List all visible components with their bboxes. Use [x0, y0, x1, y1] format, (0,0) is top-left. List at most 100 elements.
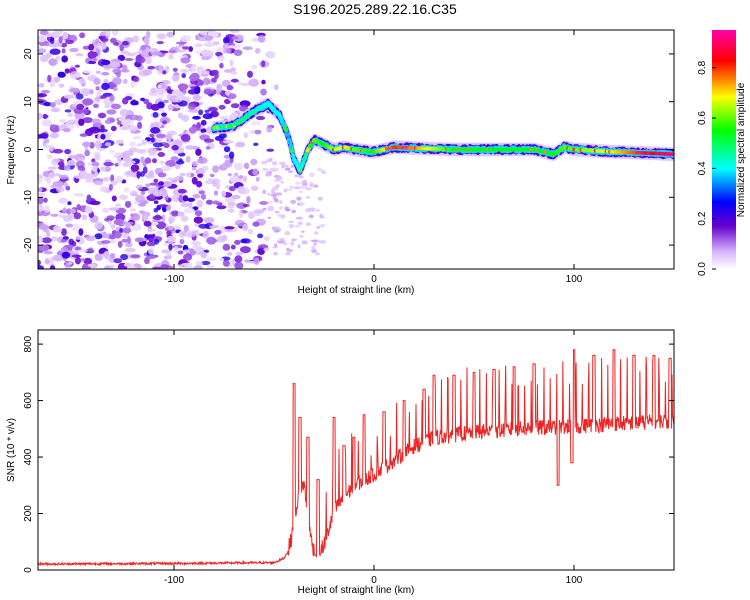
noise-blob	[101, 207, 110, 213]
noise-blob	[242, 175, 248, 183]
noise-blob	[218, 55, 225, 62]
noise-blob	[251, 37, 259, 42]
noise-blob	[237, 186, 246, 194]
noise-blob	[38, 192, 46, 196]
noise-blob	[286, 248, 293, 253]
noise-blob	[319, 224, 326, 228]
noise-blob	[95, 55, 101, 60]
noise-blob	[166, 235, 176, 243]
noise-blob	[135, 194, 146, 203]
noise-blob	[179, 172, 186, 177]
noise-blob	[157, 172, 167, 178]
noise-blob	[107, 220, 113, 225]
noise-blob	[148, 91, 159, 97]
noise-blob	[86, 194, 92, 202]
noise-blob	[121, 238, 128, 243]
colorbar-tick-label: 0.0	[697, 262, 708, 276]
noise-blob	[94, 96, 101, 102]
noise-blob	[178, 194, 183, 203]
snr-frame	[37, 329, 675, 571]
colorbar-tick-label: 0.2	[697, 211, 708, 225]
noise-blob	[250, 158, 258, 166]
noise-blob	[244, 162, 250, 169]
noise-blob	[216, 47, 223, 52]
noise-blob	[229, 59, 234, 67]
noise-blob	[62, 128, 71, 133]
noise-blob	[309, 182, 314, 188]
ridge-core	[303, 155, 308, 159]
noise-blob	[130, 100, 139, 106]
noise-blob	[46, 154, 53, 159]
noise-blob	[102, 177, 110, 182]
noise-blob	[65, 185, 71, 191]
noise-blob	[58, 174, 69, 180]
noise-blob	[125, 221, 132, 229]
noise-blob	[205, 146, 211, 150]
noise-blob	[263, 247, 270, 252]
noise-blob	[283, 242, 287, 246]
noise-blob	[130, 164, 140, 172]
noise-blob	[195, 261, 204, 267]
noise-blob	[115, 213, 126, 222]
noise-blob	[203, 138, 215, 143]
noise-blob	[272, 246, 279, 249]
noise-blob	[222, 243, 231, 251]
noise-blob	[205, 199, 213, 205]
noise-blob	[63, 164, 71, 172]
noise-blob	[120, 253, 129, 261]
noise-blob	[57, 71, 65, 78]
noise-blob	[61, 228, 67, 237]
noise-blob	[157, 152, 166, 157]
noise-blob	[152, 189, 164, 197]
noise-blob	[206, 257, 217, 261]
noise-blob	[69, 208, 77, 214]
spectrogram-y-label: Frequency (Hz)	[6, 116, 17, 185]
ridge-core	[285, 131, 290, 135]
y-tick-label: 200	[23, 505, 34, 522]
noise-blob	[180, 202, 191, 208]
noise-blob	[279, 206, 283, 210]
noise-blob	[262, 189, 267, 195]
noise-blob	[129, 141, 136, 147]
noise-blob	[175, 160, 185, 165]
noise-blob	[68, 154, 79, 159]
noise-blob	[150, 103, 160, 111]
noise-blob	[191, 166, 197, 171]
y-tick-label: 600	[23, 392, 34, 409]
noise-blob	[73, 212, 82, 220]
noise-blob	[177, 211, 185, 217]
noise-blob	[316, 226, 321, 229]
noise-blob	[59, 119, 67, 123]
noise-blob	[233, 162, 244, 171]
noise-blob	[82, 141, 91, 147]
noise-blob	[185, 171, 192, 178]
noise-blob	[87, 50, 98, 59]
noise-blob	[291, 209, 296, 214]
ridge-core	[289, 144, 293, 149]
noise-blob	[223, 36, 230, 45]
noise-blob	[38, 265, 44, 269]
noise-blob	[168, 225, 174, 231]
noise-blob	[51, 236, 58, 242]
noise-blob	[294, 224, 301, 228]
noise-blob	[280, 214, 286, 219]
noise-blob	[67, 112, 73, 118]
noise-blob	[149, 133, 155, 138]
spectrogram-y-ticks: -20 -10 0 10 20	[23, 48, 674, 252]
noise-blob	[136, 143, 143, 147]
noise-blob	[121, 69, 130, 73]
noise-blob	[43, 102, 52, 107]
noise-blob	[168, 52, 174, 60]
noise-blob	[119, 228, 124, 233]
noise-blob	[192, 244, 202, 249]
noise-blob	[180, 68, 189, 73]
noise-blob	[50, 213, 59, 217]
noise-blob	[61, 48, 66, 54]
noise-blob	[152, 51, 163, 56]
noise-blob	[166, 177, 177, 181]
noise-blob	[162, 70, 167, 75]
noise-blob	[266, 148, 275, 152]
noise-blob	[94, 154, 101, 161]
noise-blob	[240, 246, 251, 254]
noise-blob	[297, 221, 303, 225]
